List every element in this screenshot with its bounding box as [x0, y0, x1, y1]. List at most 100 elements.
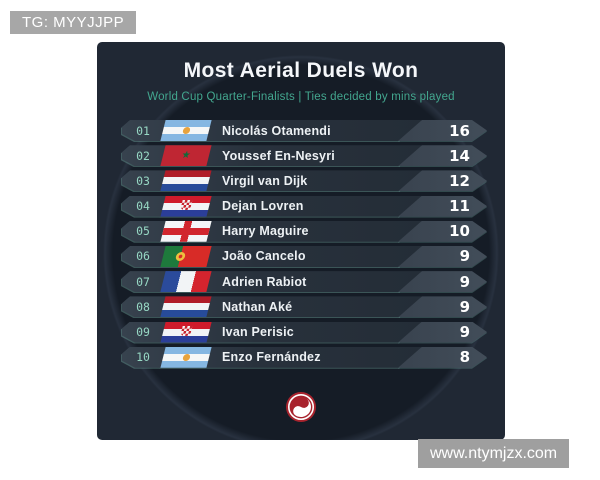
- stats-card: Most Aerial Duels Won World Cup Quarter-…: [97, 42, 505, 440]
- rank-number: 06: [136, 249, 150, 264]
- flag-netherlands-icon: [160, 170, 211, 191]
- rank-number: 05: [136, 224, 150, 239]
- duels-won-value: 10: [449, 222, 470, 241]
- value-chip-shape: 9: [398, 321, 487, 343]
- ranking-row: 08 Nathan Aké 9: [122, 296, 487, 318]
- player-name: Ivan Perisic: [222, 325, 294, 339]
- value-chip: 11: [398, 195, 487, 217]
- player-name: Nathan Aké: [222, 299, 293, 314]
- value-chip-shape: 9: [398, 271, 487, 293]
- value-chip-shape: 12: [398, 170, 487, 192]
- row-body: 10 Enzo Fernández: [122, 347, 422, 368]
- row-body: 04 Dejan Lovren: [122, 196, 422, 217]
- ranking-row: 07 Adrien Rabiot 9: [122, 271, 487, 293]
- rank-number: 08: [136, 299, 150, 314]
- player-name: João Cancelo: [222, 249, 306, 264]
- row-body: 09 Ivan Perisic: [122, 322, 422, 343]
- row-body: 06 João Cancelo: [122, 246, 422, 267]
- duels-won-value: 16: [449, 121, 470, 140]
- duels-won-value: 9: [459, 272, 470, 291]
- row-body-shape: 04 Dejan Lovren: [122, 196, 422, 217]
- player-name: Enzo Fernández: [222, 350, 321, 365]
- row-body-shape: 10 Enzo Fernández: [122, 347, 422, 368]
- flag-england-icon: [160, 221, 211, 242]
- rank-number: 10: [136, 350, 150, 365]
- value-chip: 9: [398, 245, 487, 267]
- row-body-shape: 05 Harry Maguire: [122, 221, 422, 242]
- row-body: 08 Nathan Aké: [122, 296, 422, 317]
- value-chip-shape: 9: [398, 296, 487, 318]
- flag-argentina-icon: [160, 120, 211, 141]
- value-chip: 8: [398, 346, 487, 368]
- row-body: 05 Harry Maguire: [122, 221, 422, 242]
- row-body-shape: 07 Adrien Rabiot: [122, 271, 422, 292]
- value-chip: 9: [398, 271, 487, 293]
- duels-won-value: 11: [449, 197, 470, 216]
- brand-logo-icon: [286, 392, 316, 422]
- rank-number: 04: [136, 199, 150, 214]
- ranking-row: 04 Dejan Lovren 11: [122, 195, 487, 217]
- ranking-row: 10 Enzo Fernández 8: [122, 346, 487, 368]
- rank-number: 09: [136, 325, 150, 339]
- rank-number: 07: [136, 274, 150, 289]
- player-name: Nicolás Otamendi: [222, 123, 331, 138]
- value-chip: 9: [398, 321, 487, 343]
- flag-portugal-icon: [160, 246, 211, 267]
- row-body-shape: 03 Virgil van Dijk: [122, 170, 422, 191]
- row-body: 03 Virgil van Dijk: [122, 170, 422, 191]
- value-chip-shape: 14: [398, 145, 487, 167]
- website-watermark-badge: www.ntymjzx.com: [418, 439, 570, 468]
- row-body: 07 Adrien Rabiot: [122, 271, 422, 292]
- value-chip-shape: 11: [398, 195, 487, 217]
- telegram-watermark-label: TG: MYYJJPP: [22, 14, 125, 31]
- row-body-shape: 02 Youssef En-Nesyri: [122, 145, 422, 166]
- value-chip: 10: [398, 220, 487, 242]
- value-chip: 14: [398, 145, 487, 167]
- ranking-row: 05 Harry Maguire 10: [122, 220, 487, 242]
- value-chip: 12: [398, 170, 487, 192]
- rank-number: 02: [136, 148, 150, 163]
- row-body-shape: 06 João Cancelo: [122, 246, 422, 267]
- flag-croatia-icon: [160, 322, 211, 343]
- duels-won-value: 12: [449, 171, 470, 190]
- player-name: Harry Maguire: [222, 224, 309, 239]
- row-body: 01 Nicolás Otamendi: [122, 120, 422, 141]
- duels-won-value: 9: [459, 247, 470, 266]
- duels-won-value: 9: [459, 297, 470, 316]
- card-title: Most Aerial Duels Won: [183, 59, 419, 82]
- ranking-list: 01 Nicolás Otamendi 16 02 Youssef En-Nes…: [122, 120, 487, 372]
- rank-number: 01: [136, 123, 150, 138]
- row-body-shape: 09 Ivan Perisic: [122, 322, 422, 343]
- ranking-row: 06 João Cancelo 9: [122, 245, 487, 267]
- website-watermark-label: www.ntymjzx.com: [430, 444, 558, 462]
- ranking-row: 09 Ivan Perisic 9: [122, 321, 487, 343]
- row-body-shape: 01 Nicolás Otamendi: [122, 120, 422, 141]
- player-name: Adrien Rabiot: [222, 274, 307, 289]
- flag-morocco-icon: [160, 145, 211, 166]
- value-chip-shape: 10: [398, 220, 487, 242]
- flag-france-icon: [160, 271, 211, 292]
- player-name: Dejan Lovren: [222, 199, 304, 214]
- value-chip: 9: [398, 296, 487, 318]
- value-chip: 16: [398, 120, 487, 141]
- flag-croatia-icon: [160, 196, 211, 217]
- telegram-watermark-badge: TG: MYYJJPP: [10, 11, 137, 34]
- ranking-row: 03 Virgil van Dijk 12: [122, 170, 487, 192]
- duels-won-value: 14: [449, 146, 470, 165]
- value-chip-shape: 9: [398, 245, 487, 267]
- flag-argentina-icon: [160, 347, 211, 368]
- duels-won-value: 9: [459, 323, 470, 341]
- flag-netherlands-icon: [160, 296, 211, 317]
- rank-number: 03: [136, 173, 150, 188]
- value-chip-shape: 8: [398, 346, 487, 368]
- duels-won-value: 8: [459, 348, 470, 367]
- player-name: Virgil van Dijk: [222, 173, 308, 188]
- row-body-shape: 08 Nathan Aké: [122, 296, 422, 317]
- value-chip-shape: 16: [398, 120, 487, 141]
- card-subtitle: World Cup Quarter-Finalists | Ties decid…: [147, 91, 455, 103]
- ranking-row: 02 Youssef En-Nesyri 14: [122, 145, 487, 167]
- row-body: 02 Youssef En-Nesyri: [122, 145, 422, 166]
- ranking-row: 01 Nicolás Otamendi 16: [122, 120, 487, 141]
- player-name: Youssef En-Nesyri: [222, 148, 335, 163]
